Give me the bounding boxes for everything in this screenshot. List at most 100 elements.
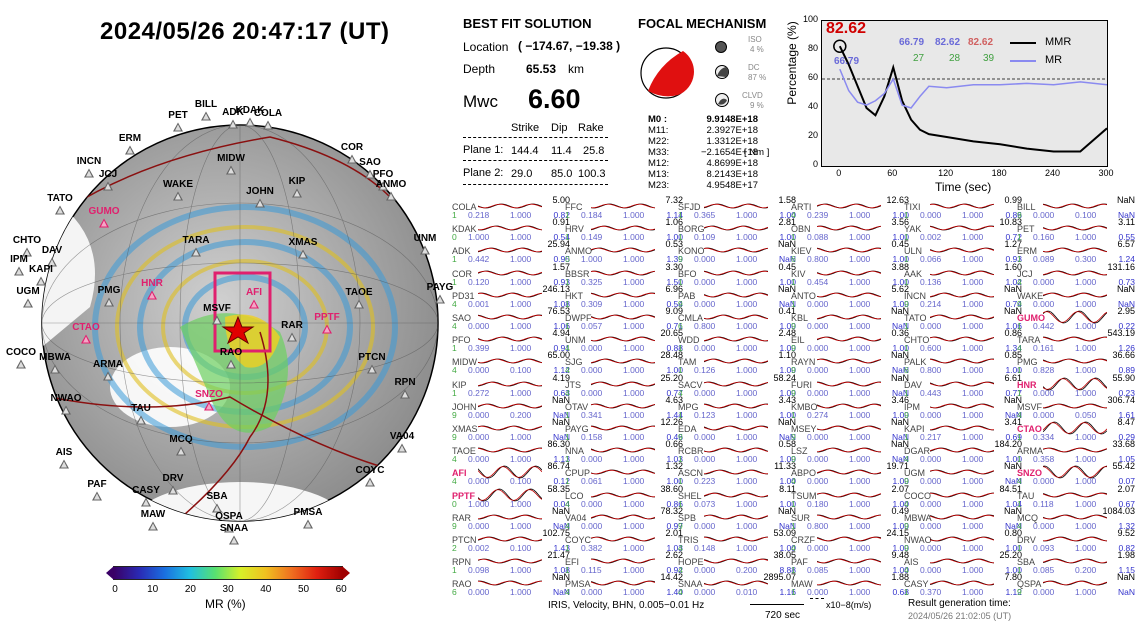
synthetic-trace (1043, 581, 1107, 586)
moment-key: M23: (648, 180, 670, 191)
colorbar-tick: 10 (147, 584, 159, 595)
waveform-cell: BFO 0.45 1 0.000 1.000 1.00 (678, 262, 796, 290)
vr-value: 0.000 (468, 321, 490, 331)
quality-digit: 9 (678, 520, 683, 531)
quality-digit: 9 (791, 387, 796, 398)
station-code: PAYG (565, 424, 589, 434)
waveform-cell: AAK 1.60 1 0.136 1.000 1.02 (904, 262, 1022, 290)
amplitude: 55.42 (1112, 461, 1135, 472)
weight-value: 1.000 (962, 587, 984, 598)
station-marker-icon (147, 290, 157, 300)
station-marker-icon (99, 218, 109, 228)
weight-value: 1.000 (849, 276, 871, 287)
weight-value: 1.000 (510, 432, 532, 442)
station-code: BFO (678, 268, 697, 279)
station-label: RAR (281, 320, 303, 331)
waveform-cell: PMSA 14.42 4 0.000 1.000 1.40 (565, 572, 683, 600)
amplitude: 21.47 (547, 550, 570, 561)
ratio-value: NaN (778, 520, 796, 531)
synthetic-trace (1043, 536, 1107, 542)
ratio-value: 1.00 (892, 498, 909, 509)
waveform-cell: AFI 86.74 4 0.000 0.100 0.12 (452, 461, 570, 489)
amplitude: 19.71 (886, 461, 909, 472)
weight-value: 0.200 (736, 565, 758, 576)
weight-value: 1.000 (1075, 543, 1097, 553)
weight-value: 0.100 (510, 365, 532, 376)
waveform-trace (1043, 358, 1107, 364)
station-code: ASCN (678, 468, 704, 479)
waveform-cell: CMLA 0.41 6 0.800 1.000 1.00 (678, 306, 796, 334)
station-label: ANMO (375, 179, 407, 190)
amplitude: 2.48 (778, 328, 796, 339)
amplitude: 2.95 (1117, 306, 1135, 316)
moment-value: 1.3312E+18 (706, 136, 758, 147)
quality-digit: 9 (791, 321, 796, 331)
ratio-value: 1.61 (1118, 409, 1135, 420)
waveform-trace (704, 558, 768, 564)
vr-value: 0.214 (920, 298, 942, 309)
ratio-value: 0.77 (666, 387, 683, 398)
vr-value: 0.180 (807, 498, 829, 509)
station-code: BBSR (565, 268, 590, 279)
quality-digit: 1 (678, 276, 683, 287)
waveform-trace (1043, 580, 1107, 586)
waveform-cell: ANTO 5.62 1 0.000 1.000 1.00 (791, 284, 909, 312)
quality-digit: 1 (452, 210, 457, 220)
synthetic-trace (591, 447, 655, 453)
observed-trace (478, 465, 542, 479)
ratio-value: 1.00 (1005, 365, 1022, 376)
ratio-value: 1.00 (892, 409, 909, 420)
moment-key: M11: (648, 125, 669, 136)
station-code: CTAO (1017, 424, 1042, 434)
waveform-trace (591, 580, 655, 586)
waveform-trace (930, 469, 994, 475)
station-code: PET (1017, 224, 1035, 235)
station-code: OTAV (565, 401, 589, 412)
quality-digit: 4 (452, 365, 457, 376)
vr-value: 0.000 (920, 520, 942, 531)
waveform-cell: TAM 1.10 1 0.126 1.000 1.00 (678, 350, 796, 378)
quality-digit: 4 (565, 365, 570, 376)
moment-value: 4.8699E+18 (706, 158, 758, 169)
waveform-trace (817, 580, 881, 586)
waveform-trace (817, 292, 881, 298)
synthetic-trace (817, 225, 881, 231)
vr-value: 0.358 (1033, 454, 1055, 465)
amplitude: NaN (1003, 461, 1022, 472)
waveform-cell: DRV 9.52 1 0.093 1.000 0.82 (1017, 528, 1135, 556)
weight-value: 0.300 (1075, 254, 1097, 265)
synthetic-trace (817, 203, 881, 209)
synthetic-trace (1043, 336, 1107, 342)
station-code: TRIS (678, 535, 699, 545)
waveform-cell: NWAO 0.80 9 0.000 1.000 1.00 (904, 528, 1022, 556)
weight-value: 1.000 (962, 476, 984, 487)
station-label: ERM (118, 133, 142, 144)
vr-value: 0.000 (581, 365, 603, 376)
synthetic-trace (817, 270, 881, 275)
waveform-cell: TIXI 0.99 1 0.000 1.000 0.86 (904, 195, 1022, 223)
amplitude: 58.35 (547, 483, 570, 494)
amplitude: NaN (1003, 394, 1022, 405)
waveform-trace (817, 558, 881, 564)
waveform-trace (478, 314, 542, 320)
waveform-trace (591, 381, 655, 386)
vr-value: 0.001 (468, 298, 490, 309)
station-code: DAV (904, 379, 922, 390)
moment-tensor-list: M0 : 9.9148E+18 M11: 2.3927E+18 M22: 1.3312E+… (648, 114, 758, 191)
waveform-trace (704, 492, 768, 497)
waveform-cell: KBL NaN 9 0.000 1.000 NaN (791, 306, 909, 334)
station-code: TATO (904, 313, 927, 323)
station-code: AAK (904, 268, 923, 279)
station-code: KDAK (452, 224, 477, 235)
station-code: EFI (565, 557, 580, 568)
weight-value: 1.000 (510, 210, 532, 220)
weight-value: 1.000 (962, 387, 984, 398)
weight-value: 1.000 (849, 365, 871, 376)
waveform-trace (1043, 203, 1107, 209)
quality-digit: 6 (678, 321, 683, 331)
waveform-cell: PALK 0.85 6 0.800 1.000 1.00 (904, 350, 1022, 378)
amplitude: 1.58 (778, 195, 796, 205)
station-label: JCJ (98, 169, 118, 180)
station-marker-icon (367, 364, 377, 374)
station-marker-icon (365, 477, 375, 487)
